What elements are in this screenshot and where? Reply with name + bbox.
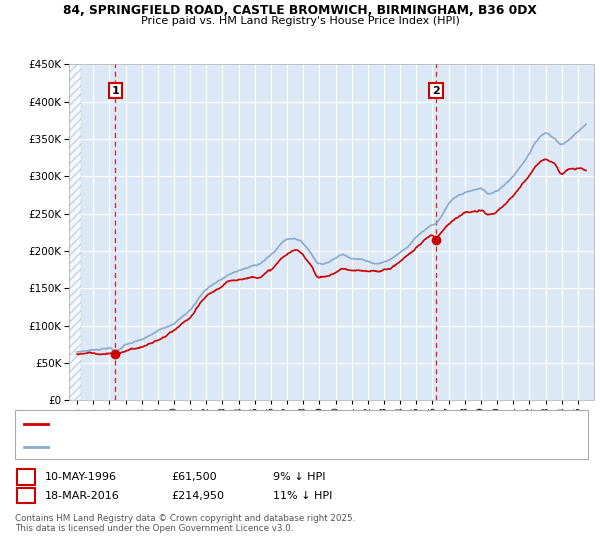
Text: 10-MAY-1996: 10-MAY-1996	[45, 472, 117, 482]
Text: 84, SPRINGFIELD ROAD, CASTLE BROMWICH, BIRMINGHAM, B36 0DX (semi-detached house): 84, SPRINGFIELD ROAD, CASTLE BROMWICH, B…	[51, 420, 490, 429]
Text: 2: 2	[22, 491, 29, 501]
Bar	[69, 64, 81, 400]
Text: 84, SPRINGFIELD ROAD, CASTLE BROMWICH, BIRMINGHAM, B36 0DX: 84, SPRINGFIELD ROAD, CASTLE BROMWICH, B…	[63, 4, 537, 17]
Text: £214,950: £214,950	[171, 491, 224, 501]
Text: Price paid vs. HM Land Registry's House Price Index (HPI): Price paid vs. HM Land Registry's House …	[140, 16, 460, 26]
Text: 1: 1	[112, 86, 119, 96]
Text: HPI: Average price, semi-detached house, Solihull: HPI: Average price, semi-detached house,…	[51, 442, 287, 451]
Text: 18-MAR-2016: 18-MAR-2016	[45, 491, 120, 501]
Text: 9% ↓ HPI: 9% ↓ HPI	[273, 472, 325, 482]
Text: 1: 1	[22, 472, 29, 482]
Text: Contains HM Land Registry data © Crown copyright and database right 2025.
This d: Contains HM Land Registry data © Crown c…	[15, 514, 355, 534]
Text: 11% ↓ HPI: 11% ↓ HPI	[273, 491, 332, 501]
Text: £61,500: £61,500	[171, 472, 217, 482]
Text: 2: 2	[432, 86, 440, 96]
